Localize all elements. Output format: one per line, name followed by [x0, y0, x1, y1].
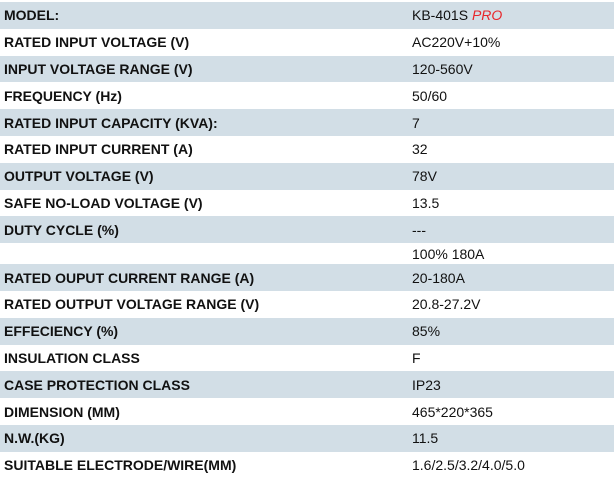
spec-label: MODEL: [4, 7, 60, 24]
spec-value: IP23 [412, 376, 441, 393]
spec-value: 20.8-27.2V [412, 296, 481, 313]
spec-label: CASE PROTECTION CLASS [4, 376, 190, 393]
spec-value: 1.6/2.5/3.2/4.0/5.0 [412, 457, 525, 474]
spec-value: --- [412, 221, 426, 238]
spec-value: 100% 180A [412, 245, 485, 262]
spec-value: 32 [412, 141, 428, 158]
spec-value: AC220V+10% [412, 34, 501, 51]
spec-label: OUTPUT VOLTAGE (V) [4, 168, 154, 185]
spec-value: 465*220*365 [412, 403, 493, 420]
spec-row: DIMENSION (MM) 465*220*365 [0, 398, 614, 425]
spec-label: EFFECIENCY (%) [4, 323, 119, 340]
spec-label: RATED INPUT CAPACITY (KVA): [4, 114, 218, 131]
spec-value: KB-401S PRO [412, 7, 614, 23]
spec-row: DUTY CYCLE (%) --- [0, 216, 614, 244]
spec-row: OUTPUT VOLTAGE (V) 78V [0, 162, 614, 190]
spec-label: SUITABLE ELECTRODE/WIRE(MM) [4, 457, 237, 474]
spec-value: 7 [412, 114, 420, 131]
spec-row: RATED OUTPUT VOLTAGE RANGE (V) 20.8-27.2V [0, 291, 614, 318]
spec-value: F [412, 349, 421, 366]
spec-row: INSULATION CLASS F [0, 345, 614, 372]
spec-value: 85% [412, 323, 441, 340]
spec-label: RATED INPUT CURRENT (A) [4, 141, 193, 158]
spec-row: SUITABLE ELECTRODE/WIRE(MM) 1.6/2.5/3.2/4… [0, 452, 614, 479]
spec-label: DIMENSION (MM) [4, 403, 120, 420]
spec-row: 100% 180A [0, 243, 614, 264]
spec-label: DUTY CYCLE (%) [4, 221, 119, 238]
spec-value: 78V [412, 168, 437, 185]
spec-row: RATED OUPUT CURRENT RANGE (A) 20-180A [0, 264, 614, 291]
spec-label: FREQUENCY (Hz) [4, 87, 122, 104]
spec-label: SAFE NO-LOAD VOLTAGE (V) [4, 194, 203, 211]
spec-row: CASE PROTECTION CLASS IP23 [0, 371, 614, 399]
model-name: KB-401S [412, 7, 469, 24]
spec-row: INPUT VOLTAGE RANGE (V) 120-560V [0, 55, 614, 83]
spec-row: N.W.(KG) 11.5 [0, 424, 614, 452]
spec-row: FREQUENCY (Hz) 50/60 [0, 82, 614, 109]
spec-label: INSULATION CLASS [4, 349, 140, 366]
spec-row: EFFECIENCY (%) 85% [0, 317, 614, 345]
spec-value: 13.5 [412, 194, 440, 211]
spec-label: N.W.(KG) [4, 430, 65, 447]
spec-row: RATED INPUT CAPACITY (KVA): 7 [0, 109, 614, 136]
spec-row: RATED INPUT VOLTAGE (V) AC220V+10% [0, 29, 614, 56]
spec-label: RATED OUPUT CURRENT RANGE (A) [4, 269, 255, 286]
spec-row-model: MODEL: KB-401S PRO [0, 2, 614, 29]
spec-label: RATED INPUT VOLTAGE (V) [4, 34, 190, 51]
spec-value: 20-180A [412, 269, 465, 286]
spec-label: INPUT VOLTAGE RANGE (V) [4, 60, 193, 77]
spec-row: RATED INPUT CURRENT (A) 32 [0, 136, 614, 163]
model-suffix: PRO [471, 7, 503, 24]
spec-label: RATED OUTPUT VOLTAGE RANGE (V) [4, 296, 260, 313]
spec-table: MODEL: KB-401S PRO RATED INPUT VOLTAGE (… [0, 2, 614, 479]
spec-value: 120-560V [412, 60, 473, 77]
spec-row: SAFE NO-LOAD VOLTAGE (V) 13.5 [0, 190, 614, 217]
spec-value: 50/60 [412, 87, 448, 104]
spec-value: 11.5 [412, 430, 439, 447]
